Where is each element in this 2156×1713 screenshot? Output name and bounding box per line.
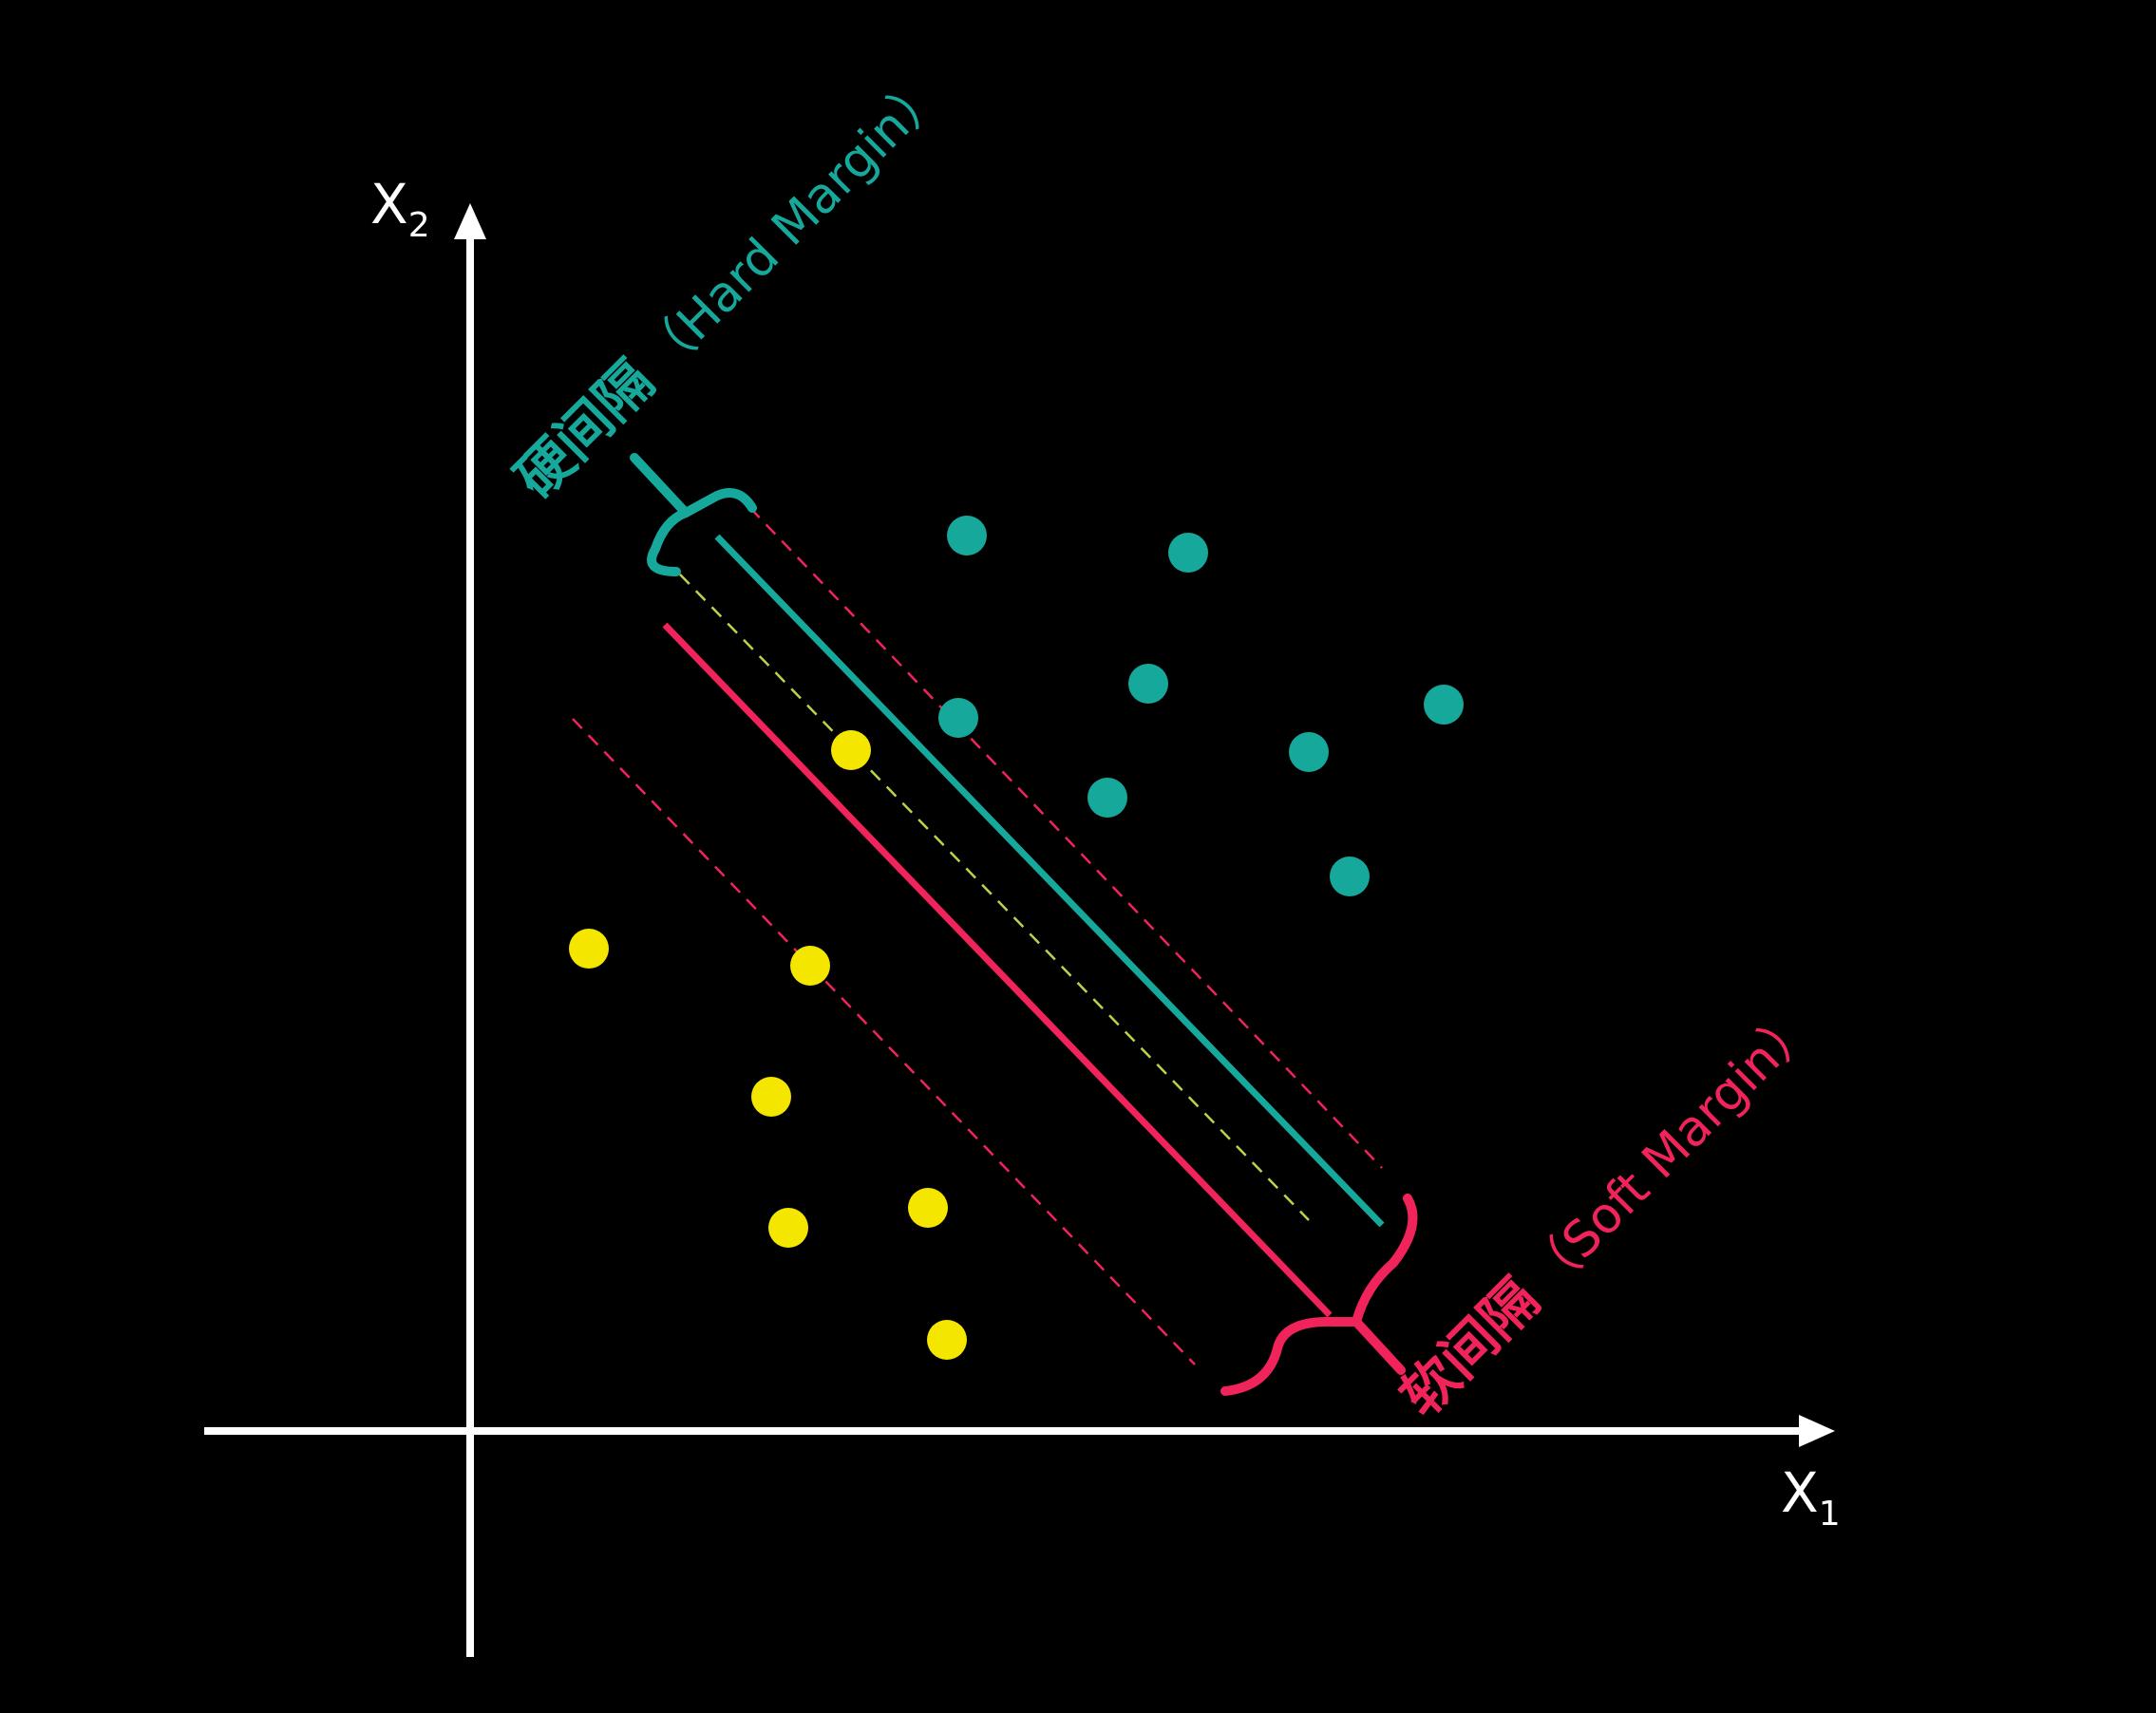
x-axis-subscript: 1	[1819, 1495, 1841, 1534]
soft-margin-brace-icon	[1220, 1194, 1418, 1396]
class-b-point-2	[569, 929, 609, 969]
class-b-point-5	[908, 1188, 948, 1228]
class-a-point-2	[1168, 533, 1208, 573]
hard-margin-brace-icon	[630, 453, 757, 576]
x-axis-arrow-icon	[1799, 1415, 1835, 1447]
class-b-point-1	[831, 730, 871, 770]
soft-margin-solid-line	[662, 622, 1333, 1318]
x-axis-letter: X	[1781, 1460, 1819, 1525]
hard-margin-solid-line	[714, 534, 1385, 1228]
y-axis-letter: X	[370, 172, 408, 236]
class-b-point-4	[751, 1077, 791, 1117]
class-b-points	[569, 730, 967, 1360]
soft-margin-lower-dashed-line	[572, 718, 1196, 1365]
class-a-points	[938, 516, 1464, 896]
class-a-point-7	[1087, 778, 1127, 818]
y-axis-subscript: 2	[408, 206, 430, 245]
class-b-point-6	[768, 1208, 808, 1248]
class-a-point-1	[947, 516, 987, 555]
y-axis-label: X2	[370, 172, 430, 245]
class-a-point-3	[1128, 664, 1168, 704]
soft-margin-upper-dashed-line	[749, 507, 1383, 1169]
hard-margin-lines	[679, 534, 1385, 1228]
class-a-point-8	[1330, 856, 1370, 896]
class-a-point-5	[1424, 685, 1464, 725]
soft-margin-lines	[572, 507, 1383, 1365]
y-axis-arrow-icon	[454, 203, 486, 239]
class-b-point-3	[790, 946, 830, 986]
class-b-point-7	[927, 1320, 967, 1360]
class-a-point-4	[938, 698, 978, 738]
x-axis-label: X1	[1781, 1460, 1841, 1534]
axes: X1 X2	[204, 172, 1841, 1657]
class-a-point-6	[1289, 732, 1329, 772]
